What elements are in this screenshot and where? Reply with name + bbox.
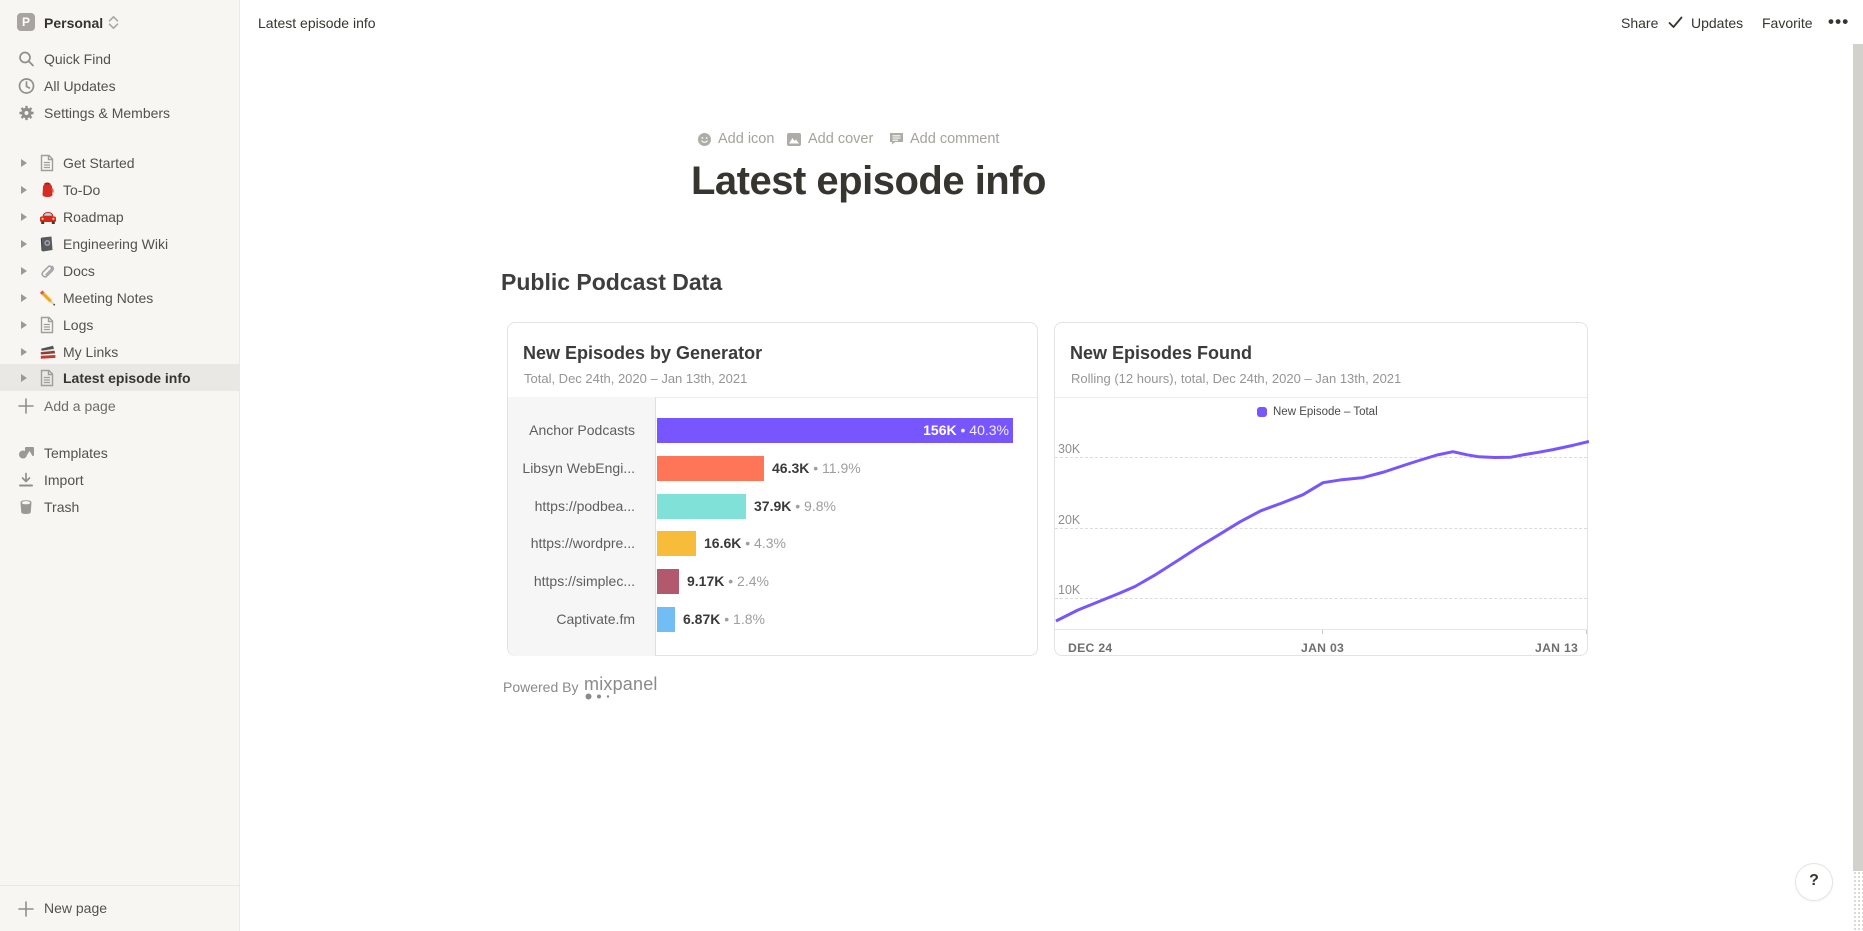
svg-text:mixpanel: mixpanel <box>584 674 658 694</box>
